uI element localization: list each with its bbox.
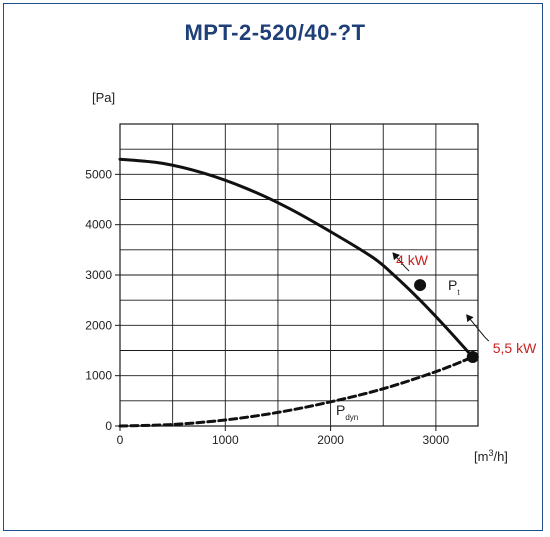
x-tick-label: 3000 <box>423 433 450 447</box>
y-axis-label: [Pa] <box>92 90 115 105</box>
series-label-pt: Pt <box>448 277 460 297</box>
y-tick-label: 0 <box>105 419 112 433</box>
series-label-pdyn: Pdyn <box>336 402 358 422</box>
y-tick-label: 3000 <box>85 268 112 282</box>
y-tick-label: 5000 <box>85 167 112 181</box>
x-tick-label: 2000 <box>317 433 344 447</box>
chart-frame <box>3 3 543 531</box>
power-label: 4 kW <box>396 252 429 268</box>
x-axis-label: [m3/h] <box>474 448 508 464</box>
chart-title: MPT-2-520/40-?T <box>184 20 366 45</box>
series-line-pt <box>118 157 475 359</box>
direction-arrow <box>466 314 486 338</box>
x-tick-label: 1000 <box>212 433 239 447</box>
marker-bracket <box>484 336 490 342</box>
y-tick-label: 4000 <box>85 218 112 232</box>
power-label: 5,5 kW <box>493 340 537 356</box>
operating-point-marker <box>466 351 479 364</box>
marker-bracket <box>404 266 410 272</box>
operating-point-marker <box>414 279 427 292</box>
y-tick-label: 2000 <box>85 318 112 332</box>
series-line-pdyn <box>118 355 475 428</box>
direction-arrow <box>392 252 406 268</box>
y-tick-label: 1000 <box>85 369 112 383</box>
x-tick-label: 0 <box>117 433 124 447</box>
